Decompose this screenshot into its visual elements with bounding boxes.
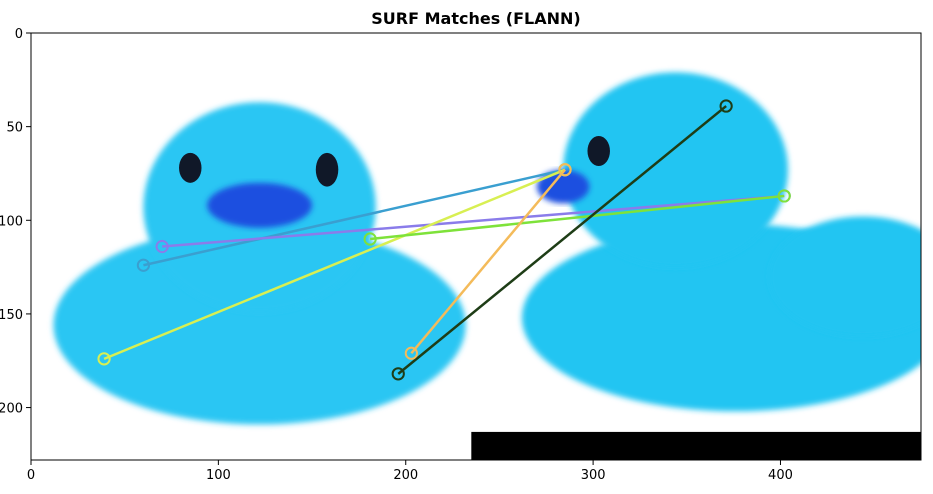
left-duck-eye (315, 152, 339, 187)
right-duck-beak (536, 169, 590, 204)
right-duck-eye (587, 136, 610, 166)
x-tick-label: 0 (27, 468, 35, 483)
x-tick-label: 400 (768, 468, 793, 483)
match-line (103, 168, 566, 361)
keypoint-circle (719, 99, 733, 113)
x-tick-label: 100 (206, 468, 231, 483)
axes-frame (30, 32, 922, 461)
keypoint-circle (391, 367, 405, 381)
right-duck-head (563, 72, 788, 268)
keypoint-circle (136, 258, 151, 272)
match-line (162, 194, 785, 248)
ducks-layer (53, 72, 921, 425)
keypoint-circle (97, 352, 111, 366)
black-region (471, 431, 921, 460)
y-tick-label: 50 (6, 121, 23, 136)
matches-layer (97, 99, 791, 381)
match-line (410, 168, 566, 355)
left-duck-beak (207, 182, 313, 228)
keypoint-circle (777, 189, 791, 203)
y-tick-label: 200 (0, 402, 23, 417)
right-duck-tail (769, 216, 921, 337)
y-axis: 0 50 100 150 200 (0, 27, 31, 417)
left-duck-eye (179, 152, 202, 183)
x-axis: 0 100 200 300 400 (27, 460, 793, 483)
match-line (370, 194, 785, 241)
keypoint-circle (558, 163, 572, 177)
match-line (397, 105, 727, 375)
keypoint-circle (155, 239, 169, 254)
y-tick-label: 150 (0, 308, 23, 323)
image-area (31, 33, 921, 460)
x-tick-label: 300 (581, 468, 606, 483)
keypoint-circle (363, 232, 377, 246)
match-line (143, 168, 566, 267)
y-tick-label: 100 (0, 214, 23, 229)
x-tick-label: 200 (393, 468, 418, 483)
chart-title: SURF Matches (FLANN) (371, 9, 580, 28)
keypoint-circle (404, 346, 418, 360)
y-tick-label: 0 (15, 27, 23, 42)
left-duck-body (53, 225, 466, 425)
